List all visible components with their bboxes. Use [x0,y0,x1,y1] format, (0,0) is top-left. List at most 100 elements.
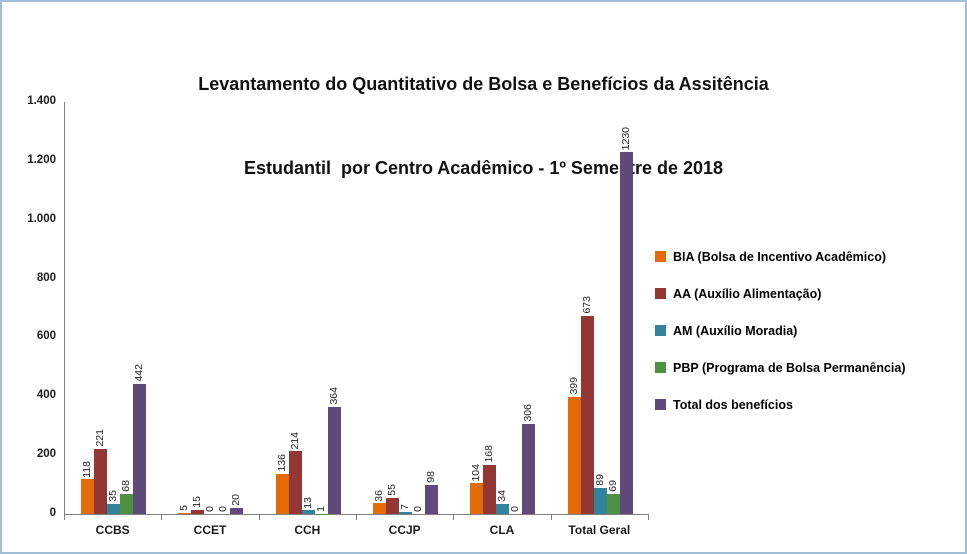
bar-slot: 20 [230,494,244,514]
bar [275,473,289,514]
legend-label: PBP (Programa de Bolsa Permanência) [673,360,906,375]
bar-value-label: 35 [106,490,119,502]
bar [178,512,192,514]
category-label: CLA [489,523,515,537]
bar-slot: 55 [385,484,400,514]
category-label: CCH [294,523,321,537]
bar-slot: 0 [217,506,230,514]
bar-value-label: 15 [191,495,204,508]
legend-item: PBP (Programa de Bolsa Permanência) [655,360,906,375]
legend-label: BIA (Bolsa de Incentivo Acadêmico) [673,249,887,264]
bar [593,487,607,514]
y-tick-label: 400 [36,389,56,402]
bar [386,497,400,514]
bar [522,423,536,514]
bar-slot: 442 [132,364,147,514]
bar-slot: 5 [178,504,192,514]
bar-value-label: 89 [593,474,606,486]
category-label: Total Geral [568,523,631,537]
bar [580,315,594,514]
x-axis-tick [550,515,552,520]
bar [230,508,244,514]
bar-slot: 36 [372,489,387,514]
bar-slot: 1230 [620,127,633,514]
bar-value-label: 55 [385,484,398,496]
category-label: CCET [193,523,227,537]
legend-item: AM (Auxílio Moradia) [655,323,906,338]
legend-swatch [655,251,666,262]
legend: BIA (Bolsa de Incentivo Acadêmico) AA (Au… [655,250,906,435]
bar [133,383,147,514]
bar [288,451,302,514]
bar-value-label: 5 [178,504,191,511]
category-label: CCJP [388,523,421,537]
x-axis-tick [356,515,357,520]
bar-value-label: 0 [509,506,522,512]
bar [191,509,205,514]
bar-value-label: 1230 [619,126,632,151]
legend-item: AA (Auxílio Alimentação) [655,287,906,301]
bar-slot: 68 [119,480,134,514]
y-tick-label: 200 [36,448,56,461]
bar-value-label: 104 [470,463,483,482]
plot-area: 118 221 35 68 442 5 15 0 0 20 136 214 13 1 364 36 55 7 0 98… [64,102,649,515]
bar-value-label: 1 [314,505,327,512]
bar-value-label: 399 [567,377,580,395]
bar-slot: 306 [522,404,536,514]
legend-label: AM (Auxílio Moradia) [673,323,798,338]
y-tick-label: 800 [36,271,56,284]
y-tick-label: 1.200 [27,153,56,166]
bar [399,511,413,514]
bar [619,152,633,514]
bar-slot: 0 [509,506,522,514]
y-tick-label: 1.400 [27,95,56,107]
bar [107,503,121,514]
bar [301,510,315,514]
bar [120,494,134,514]
bar-value-label: 34 [496,490,509,502]
bar-value-label: 136 [275,454,288,472]
bar [327,406,341,514]
legend-item: BIA (Bolsa de Incentivo Acadêmico) [655,249,906,264]
bar-value-label: 36 [372,489,385,502]
bar-value-label: 168 [483,445,496,463]
bar-slot: 0 [412,506,425,514]
bar-slot: 168 [483,445,497,514]
x-axis-tick [648,515,649,520]
bar-slot: 15 [191,495,205,514]
x-axis-tick [161,515,163,520]
bar-value-label: 673 [580,296,593,314]
bar [425,485,439,514]
bar-value-label: 306 [522,404,535,422]
bar-group-ccjp: 36 55 7 0 98 [357,102,454,514]
bar-group-total-geral: 399 673 89 69 1230 [552,102,649,514]
bar-slot: 673 [581,296,594,514]
bar-slot: 364 [328,387,341,514]
bar-slot: 104 [470,463,484,514]
bar-value-label: 13 [301,496,314,509]
bar [373,503,387,514]
category-label: CCBS [95,523,130,537]
legend-swatch [655,288,666,299]
bar-value-label: 0 [217,506,230,512]
bar-value-label: 0 [411,506,424,512]
bar-value-label: 68 [119,480,132,492]
chart-title: Levantamento do Quantitativo de Bolsa e … [2,14,965,238]
legend-label: Total dos benefícios [673,397,793,412]
bar-slot: 89 [594,474,607,514]
bar-slot: 0 [204,506,217,514]
bar-value-label: 442 [132,364,145,382]
x-axis-tick [64,515,65,520]
bar-value-label: 20 [230,494,243,507]
bar-value-label: 214 [288,431,301,450]
bar-group-cch: 136 214 13 1 364 [260,102,357,514]
x-axis-tick [453,515,455,520]
y-tick-label: 1.000 [27,212,56,225]
legend-swatch [655,362,666,373]
bar-value-label: 7 [398,504,411,510]
bar-slot: 118 [81,461,95,514]
bar-value-label: 0 [204,506,217,512]
legend-swatch [655,399,666,410]
bar-slot: 34 [496,490,510,514]
